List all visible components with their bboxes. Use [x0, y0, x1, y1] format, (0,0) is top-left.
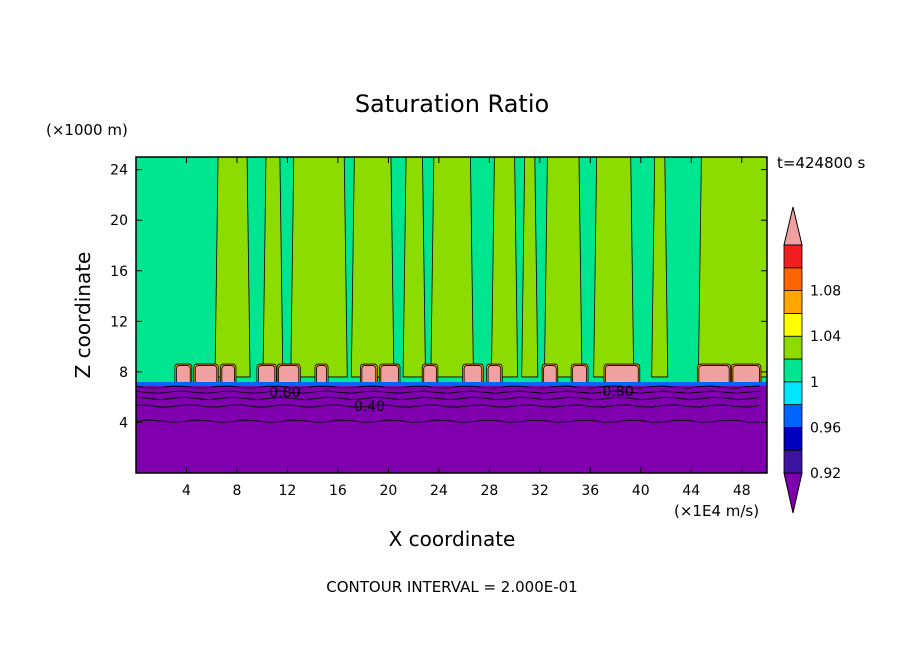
- colorbar-label: 1.08: [810, 284, 841, 300]
- y-axis-ticks: 4 8 12 16 20 24: [110, 163, 767, 431]
- y-tick-label: 8: [119, 365, 128, 381]
- green-plume: [544, 157, 583, 378]
- colorbar-label: 0.92: [810, 466, 841, 482]
- colorbar-swatch: [783, 335, 803, 360]
- contour-label: 0.40: [354, 399, 385, 415]
- contour-line: [136, 419, 761, 423]
- colorbar-label: 1: [810, 375, 819, 391]
- green-plume: [430, 157, 474, 378]
- y-tick-label: 16: [110, 264, 128, 280]
- colorbar-swatch: [783, 449, 803, 474]
- contour-label: 0.80: [269, 385, 300, 401]
- cloud-base-blob: [175, 365, 191, 385]
- contour-line: [136, 396, 761, 401]
- contour-labels: 0.40 0.80 0.80: [269, 384, 633, 415]
- y-tick-label: 20: [110, 213, 128, 229]
- colorbar-swatch: [783, 290, 803, 314]
- cloud-base-blob: [278, 365, 300, 385]
- cloud-base-blob: [463, 365, 483, 385]
- green-plume: [651, 157, 669, 378]
- cloud-base-thin-band: [136, 382, 767, 386]
- x-tick-label: 8: [232, 483, 241, 499]
- cloud-base-blob: [194, 365, 218, 385]
- x-tick-label: 28: [480, 483, 498, 499]
- y-tick-label: 12: [110, 314, 128, 330]
- x-tick-label: 32: [531, 483, 549, 499]
- x-tick-label: 16: [329, 483, 347, 499]
- cloud-base-blob: [487, 365, 502, 385]
- cloud-base-blob: [605, 365, 639, 385]
- y-tick-label: 24: [110, 163, 128, 179]
- x-tick-label: 44: [682, 483, 700, 499]
- x-tick-label: 36: [581, 483, 599, 499]
- x-axis-ticks: 4 8 12 16 20 24 28 32 36 40 44 48: [182, 157, 751, 499]
- green-plume: [214, 157, 251, 378]
- green-plume: [491, 157, 519, 378]
- y-unit-label: (×1000 m): [46, 121, 128, 139]
- green-plume: [521, 157, 539, 378]
- cloud-base-blob: [423, 365, 437, 385]
- green-plume: [402, 157, 426, 378]
- colorbar-swatch: [783, 381, 803, 405]
- cloud-base-blob: [361, 365, 377, 385]
- x-tick-label: 12: [279, 483, 297, 499]
- cloud-base-blob: [221, 365, 235, 385]
- colorbar-swatch: [783, 404, 803, 428]
- cloud-base-blob: [572, 365, 587, 385]
- cloud-base-blob: [380, 365, 399, 385]
- green-plume: [350, 157, 395, 378]
- x-tick-label: 20: [379, 483, 397, 499]
- green-plume: [593, 157, 635, 378]
- colorbar: 0.92 0.96 1 1.04 1.08: [783, 206, 841, 514]
- cloud-base-blobs: [174, 363, 762, 387]
- green-plumes: [214, 157, 767, 378]
- chart-title: Saturation Ratio: [355, 90, 549, 118]
- x-axis-title: X coordinate: [389, 527, 516, 551]
- colorbar-swatch: [783, 267, 803, 291]
- green-plume: [290, 157, 348, 378]
- subsaturated-layer-fill: [136, 386, 767, 473]
- contour-line: [136, 404, 761, 408]
- x-unit-label: (×1E4 m/s): [674, 502, 759, 520]
- x-tick-label: 48: [733, 483, 751, 499]
- contour-line: [136, 385, 761, 389]
- contour-lines: [136, 385, 761, 423]
- cloud-base-blob: [258, 365, 276, 385]
- x-tick-label: 40: [632, 483, 650, 499]
- colorbar-top-arrow: [783, 206, 803, 246]
- green-plume: [262, 157, 284, 378]
- colorbar-bottom-arrow: [783, 472, 803, 514]
- contour-line: [136, 390, 761, 394]
- plot-frame: [135, 156, 768, 474]
- x-tick-label: 24: [430, 483, 448, 499]
- plot-area: [136, 157, 767, 473]
- contour-interval-footer: CONTOUR INTERVAL = 2.000E-01: [326, 578, 577, 596]
- colorbar-swatch: [783, 312, 803, 337]
- y-axis-title: Z coordinate: [71, 252, 95, 379]
- green-plume: [697, 157, 767, 378]
- colorbar-label: 1.04: [810, 329, 841, 345]
- cloud-base-blob: [732, 365, 760, 385]
- colorbar-swatch: [783, 358, 803, 383]
- x-tick-label: 4: [182, 483, 191, 499]
- cloud-base-blob: [698, 365, 730, 385]
- contour-label: 0.80: [602, 384, 633, 400]
- colorbar-swatch: [783, 244, 803, 269]
- colorbar-swatch: [783, 426, 803, 451]
- y-tick-label: 4: [119, 415, 128, 431]
- cloud-base-blob: [543, 365, 557, 385]
- cloud-base-blob: [316, 365, 327, 385]
- colorbar-label: 0.96: [810, 420, 841, 436]
- time-label: t=424800 s: [777, 154, 865, 172]
